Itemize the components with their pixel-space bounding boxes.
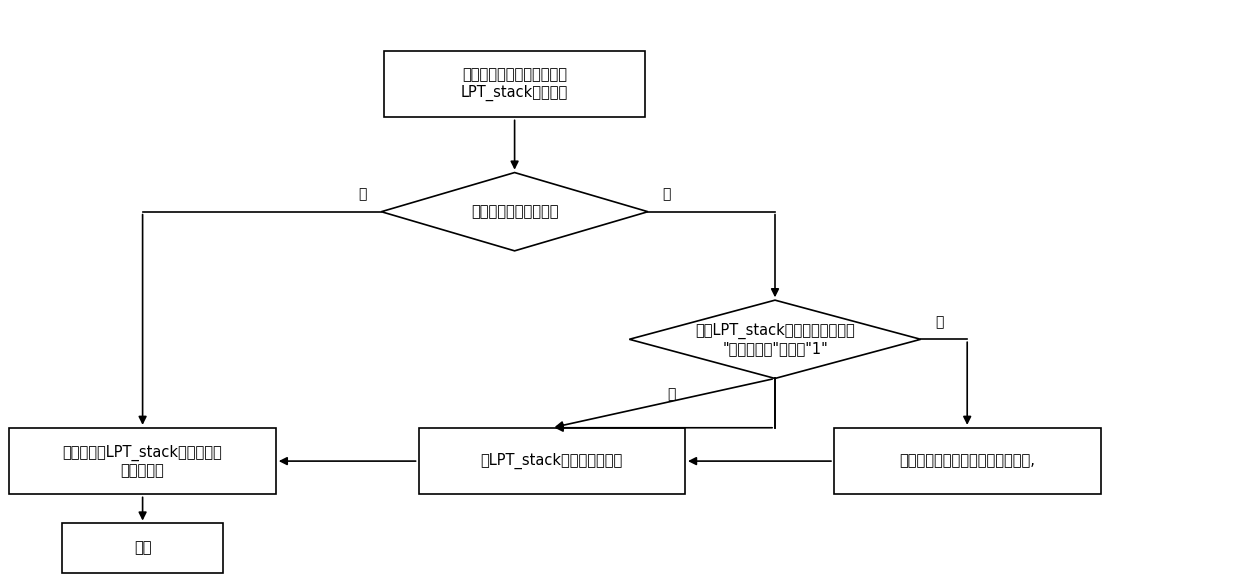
Bar: [833, 428, 1101, 494]
Text: 否: 否: [662, 187, 671, 201]
Bar: [384, 51, 645, 117]
Text: 结束: 结束: [134, 541, 151, 556]
Bar: [419, 428, 684, 494]
Text: 是: 是: [935, 315, 944, 329]
Text: 封装存储映射表项的扇区为
LPT_stack中的结点: 封装存储映射表项的扇区为 LPT_stack中的结点: [461, 67, 568, 101]
Text: 从LPT_stack表中删除该节点: 从LPT_stack表中删除该节点: [481, 453, 622, 469]
Text: 将该节点存储的映射表项存储磁盘,: 将该节点存储的映射表项存储磁盘,: [899, 454, 1035, 469]
Text: 查看LPT_stack表中的栈底节点，
"修改标志位"是否为"1": 查看LPT_stack表中的栈底节点， "修改标志位"是否为"1": [696, 322, 854, 356]
Text: 将节点放入LPT_stack表中，使其
位于栈顶中: 将节点放入LPT_stack表中，使其 位于栈顶中: [63, 444, 222, 478]
Polygon shape: [630, 300, 920, 379]
Polygon shape: [382, 173, 647, 251]
Text: 是: 是: [358, 187, 367, 201]
Bar: [62, 523, 223, 573]
Text: 查看缓存中是否有空间: 查看缓存中是否有空间: [471, 204, 558, 219]
Bar: [10, 428, 277, 494]
Text: 否: 否: [667, 387, 676, 401]
